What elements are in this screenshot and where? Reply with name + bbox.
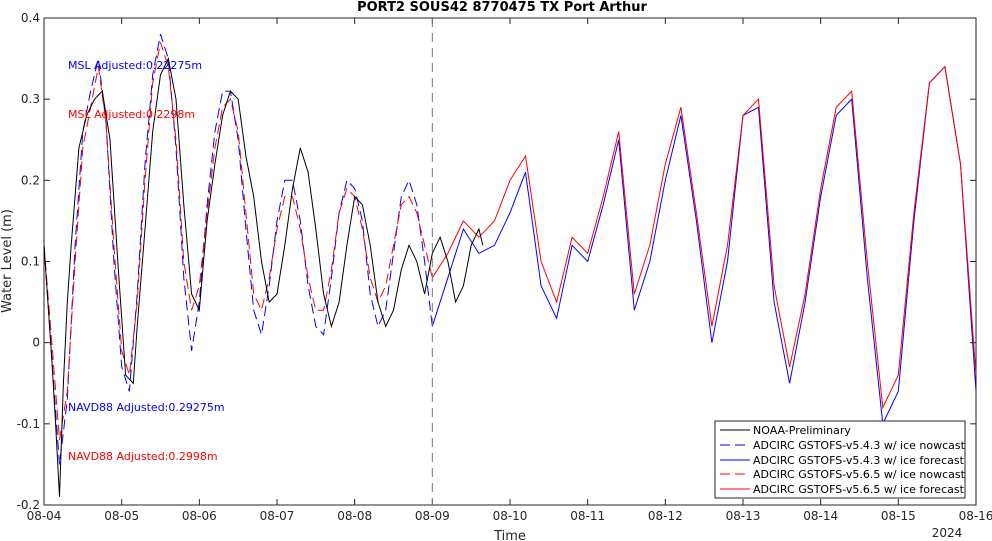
x-axis-label: Time <box>493 529 526 541</box>
x-tick-label: 08-04 <box>27 509 62 523</box>
y-axis-label: Water Level (m) <box>0 209 15 313</box>
msl-adjusted-red-annotation: MSL Adjusted:0.2298m <box>68 108 195 121</box>
x-tick-label: 08-14 <box>803 509 838 523</box>
y-tick-label: 0.1 <box>21 255 40 269</box>
x-tick-label: 08-15 <box>881 509 916 523</box>
x-tick-label: 08-10 <box>493 509 528 523</box>
x-tick-label: 08-12 <box>648 509 683 523</box>
series-line-4 <box>431 65 977 410</box>
x-axis: 08-04 08-05 08-06 08-07 08-08 08-09 08-10 08-11… <box>27 18 992 523</box>
chart-title: PORT2 SOUS42 8770475 TX Port Arthur <box>357 0 647 15</box>
y-tick-label: -0.1 <box>17 417 40 431</box>
legend-label-v565-forecast: ADCIRC GSTOFS-v5.6.5 w/ ice forecast <box>753 483 965 496</box>
x-tick-label: 08-07 <box>260 509 295 523</box>
navd88-adjusted-red-annotation: NAVD88 Adjusted:0.2998m <box>68 450 218 463</box>
y-tick-label: 0.2 <box>21 173 40 187</box>
series-line-2 <box>431 65 977 426</box>
legend-label-v543-nowcast: ADCIRC GSTOFS-v5.4.3 w/ ice nowcast <box>753 439 966 452</box>
x-tick-label: 08-09 <box>415 509 450 523</box>
legend: NOAA-Preliminary ADCIRC GSTOFS-v5.4.3 w/… <box>714 420 966 499</box>
legend-label-v565-nowcast: ADCIRC GSTOFS-v5.6.5 w/ ice nowcast <box>753 468 966 481</box>
y-axis: -0.2 -0.1 0 0.1 0.2 0.3 0.4 <box>17 11 976 512</box>
x-tick-label: 08-13 <box>726 509 761 523</box>
series-line-1 <box>43 34 433 465</box>
y-tick-label: 0.4 <box>21 11 40 25</box>
legend-box <box>714 420 966 499</box>
series-layer <box>43 34 977 497</box>
x-tick-label: 08-08 <box>337 509 372 523</box>
msl-adjusted-blue-annotation: MSL Adjusted:0.22275m <box>68 59 202 72</box>
navd88-adjusted-blue-annotation: NAVD88 Adjusted:0.29275m <box>68 401 225 414</box>
x-tick-label: 08-11 <box>570 509 605 523</box>
series-line-0 <box>43 57 484 497</box>
series-line-3 <box>43 42 433 441</box>
y-tick-label: 0 <box>32 336 40 350</box>
x-tick-label: 08-05 <box>104 509 139 523</box>
x-tick-label: 08-06 <box>182 509 217 523</box>
y-tick-label: -0.2 <box>17 498 40 512</box>
year-label: 2024 <box>932 526 963 540</box>
x-tick-label: 08-16 <box>959 509 992 523</box>
legend-label-v543-forecast: ADCIRC GSTOFS-v5.4.3 w/ ice forecast <box>753 454 965 467</box>
y-tick-label: 0.3 <box>21 92 40 106</box>
legend-label-noaa: NOAA-Preliminary <box>753 424 851 437</box>
